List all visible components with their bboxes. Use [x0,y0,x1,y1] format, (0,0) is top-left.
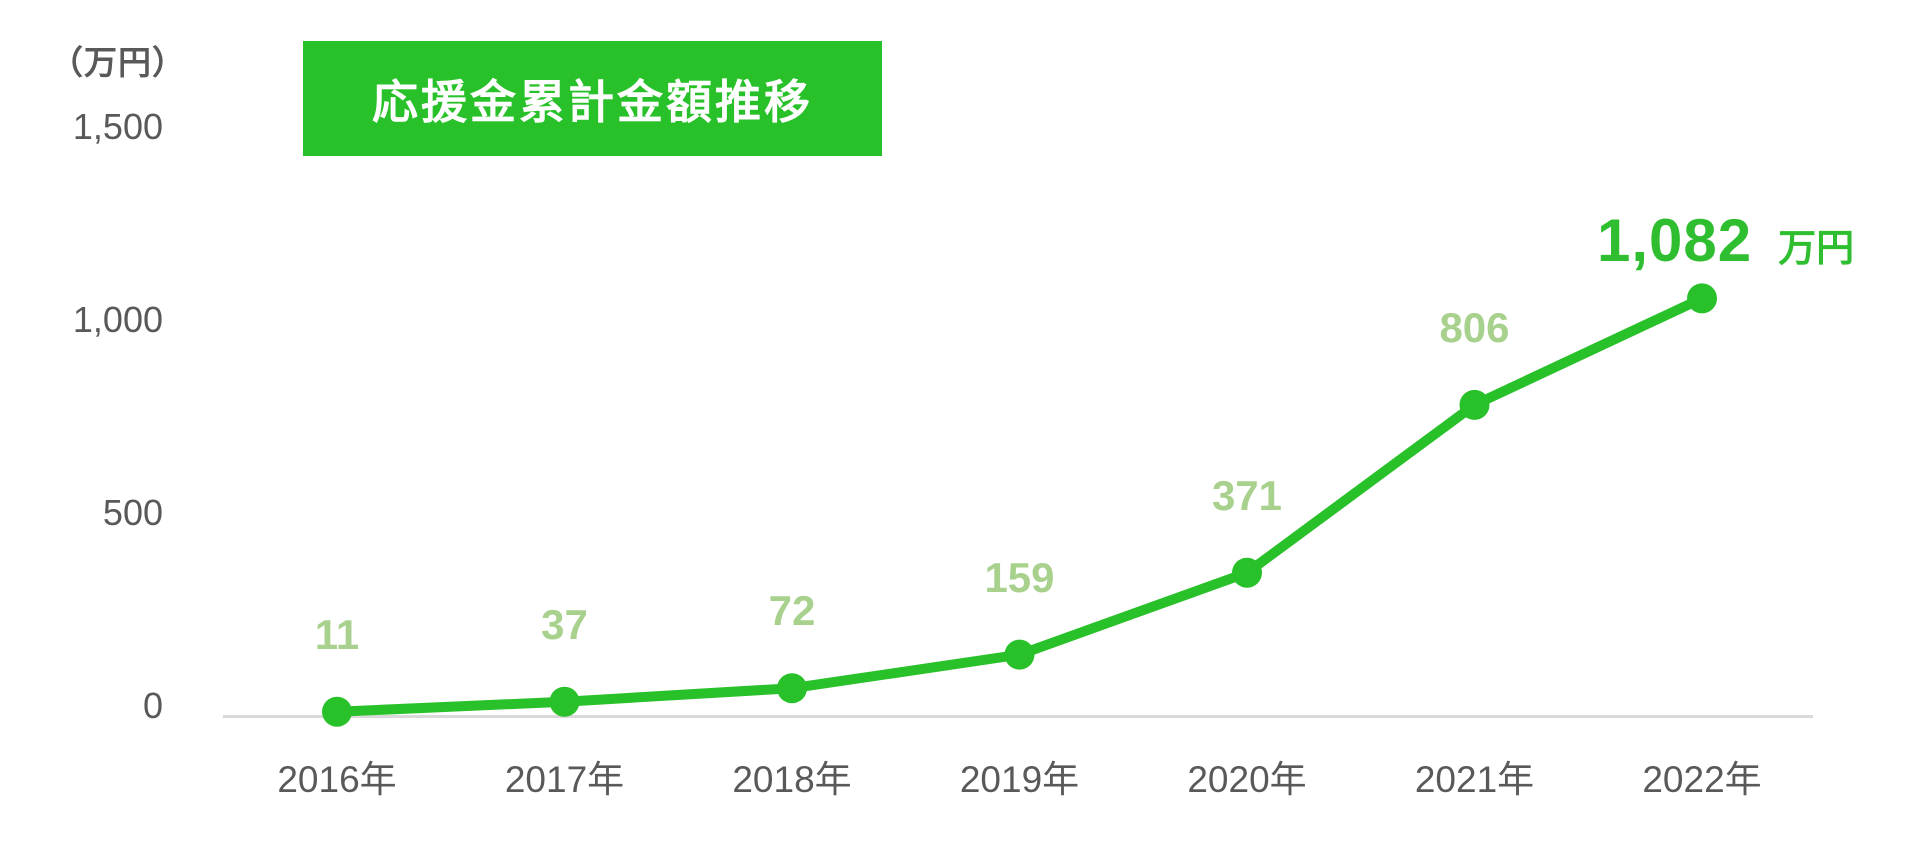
x-axis-tick-label: 2020年 [1187,759,1307,800]
x-axis-tick-label: 2021年 [1414,759,1535,800]
final-value-label: 1,082 万円 [1597,206,1854,275]
x-axis-tick-label: 2018年 [732,759,852,800]
data-point-label: 806 [1439,303,1510,351]
x-axis-tick-label: 2017年 [504,759,625,800]
final-value-unit: 万円 [1778,228,1855,271]
y-axis-tick-label: 1,500 [72,106,163,147]
y-axis-unit-label: （万円） [50,44,186,81]
y-axis-tick-label: 500 [102,492,163,533]
chart-title-banner: 応援金累計金額推移 [303,41,882,156]
final-value-number: 1,082 [1597,207,1753,275]
chart-title: 応援金累計金額推移 [372,75,813,128]
data-point-marker [1232,557,1262,588]
data-point-label: 159 [984,553,1055,601]
data-point-label: 37 [541,600,588,648]
data-point-label: 72 [768,587,816,635]
data-point-marker [1004,639,1035,670]
data-point-label: 371 [1211,471,1283,519]
data-point-marker [1459,389,1490,420]
y-axis-tick-label: 0 [142,685,163,726]
data-point-marker [549,686,580,717]
y-axis-tick-label: 1,000 [72,299,163,340]
x-axis-tick-label: 2022年 [1642,759,1762,800]
data-point-label: 11 [314,610,360,658]
x-axis-tick-label: 2019年 [959,759,1080,800]
data-point-marker [777,673,807,704]
x-axis-tick-label: 2016年 [277,759,397,800]
data-point-marker [322,696,352,727]
data-point-marker [1687,283,1717,314]
x-axis-line [223,715,1813,718]
